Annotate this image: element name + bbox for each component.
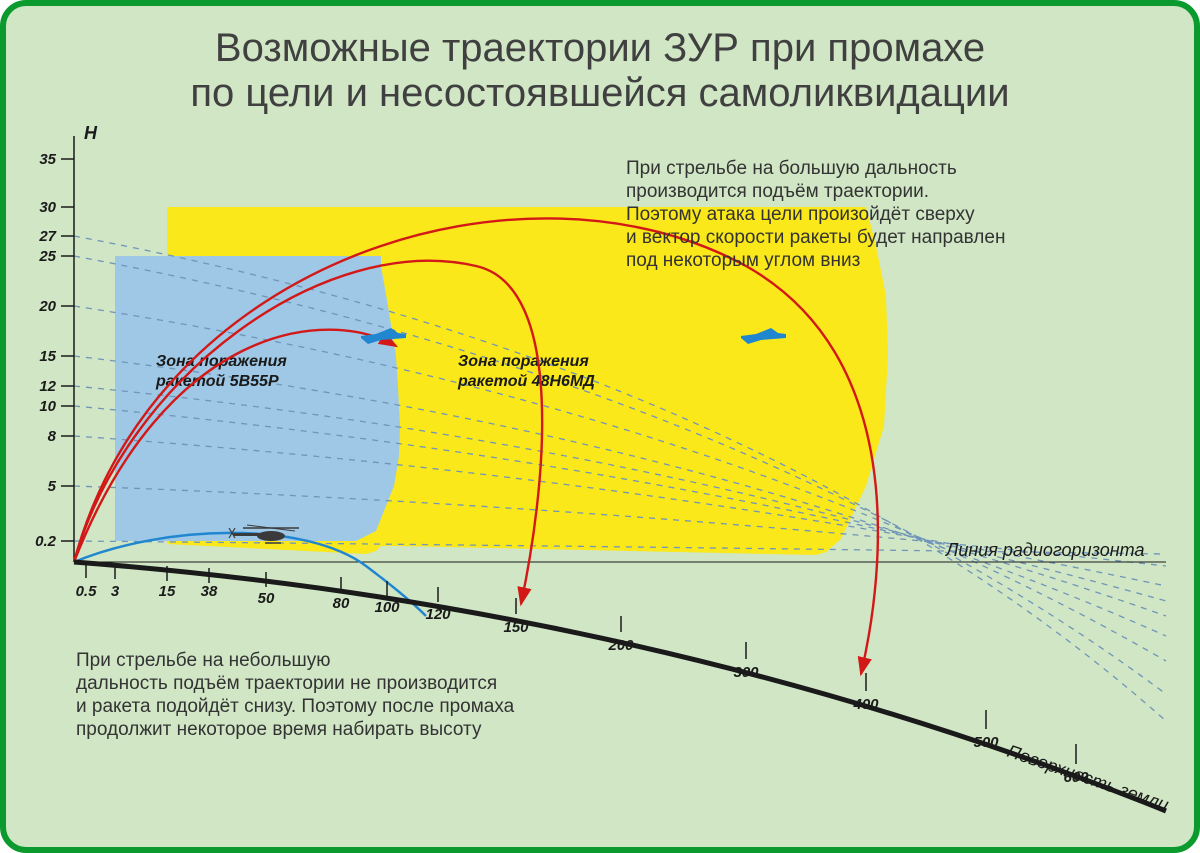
- svg-text:15: 15: [159, 583, 176, 600]
- svg-text:150: 150: [503, 619, 529, 636]
- svg-text:При стрельбе на небольшую: При стрельбе на небольшую: [76, 650, 331, 671]
- svg-text:50: 50: [258, 590, 275, 607]
- note-top: При стрельбе на большую дальность произв…: [626, 158, 1005, 271]
- svg-text:продолжит некоторое время наби: продолжит некоторое время набирать высот…: [76, 719, 482, 740]
- svg-text:25: 25: [38, 248, 56, 265]
- zone2-label-1: Зона поражения: [458, 353, 589, 370]
- svg-text:15: 15: [39, 348, 56, 365]
- svg-text:200: 200: [607, 637, 634, 654]
- diagram-frame: Возможные траектории ЗУР при промахе по …: [0, 0, 1200, 853]
- svg-text:5: 5: [48, 478, 57, 495]
- svg-text:Поэтому атака цели произойдёт: Поэтому атака цели произойдёт сверху: [626, 204, 975, 225]
- note-bottom: При стрельбе на небольшую дальность подъ…: [76, 650, 515, 740]
- svg-text:500: 500: [973, 734, 999, 751]
- svg-text:10: 10: [39, 398, 56, 415]
- svg-text:30: 30: [39, 199, 56, 216]
- y-axis-label: H: [84, 123, 98, 143]
- zone2-label-2: ракетой 48Н6МД: [457, 373, 595, 390]
- svg-text:12: 12: [39, 378, 56, 395]
- svg-text:под некоторым углом вниз: под некоторым углом вниз: [626, 250, 860, 271]
- svg-text:и вектор скорости ракеты будет: и вектор скорости ракеты будет направлен: [626, 227, 1005, 248]
- svg-text:0.2: 0.2: [35, 533, 57, 550]
- svg-text:400: 400: [852, 696, 879, 713]
- svg-text:80: 80: [333, 595, 350, 612]
- svg-text:300: 300: [733, 664, 759, 681]
- svg-text:0.5: 0.5: [76, 583, 98, 600]
- title-line2: по цели и несостоявшейся самоликвидации: [190, 71, 1009, 115]
- y-ticks: 35 30 27 25 20 15 12 10 8 5 0.2: [35, 151, 74, 550]
- svg-text:20: 20: [38, 298, 56, 315]
- svg-text:и ракета подойдёт снизу. Поэто: и ракета подойдёт снизу. Поэтому после п…: [76, 696, 515, 717]
- radio-horizon-label: Линия радиогоризонта: [945, 540, 1144, 560]
- svg-text:27: 27: [38, 228, 56, 245]
- title-line1: Возможные траектории ЗУР при промахе: [215, 26, 985, 70]
- svg-text:120: 120: [425, 606, 451, 623]
- svg-text:3: 3: [111, 583, 120, 600]
- svg-text:38: 38: [201, 583, 218, 600]
- svg-text:35: 35: [39, 151, 56, 168]
- svg-text:производится подъём траектории: производится подъём траектории.: [626, 181, 929, 202]
- svg-text:100: 100: [374, 599, 400, 616]
- earth-surface-label: Поверхность земли: [1005, 741, 1172, 815]
- svg-text:дальность подъём траектории не: дальность подъём траектории не производи…: [76, 673, 497, 694]
- diagram-svg: Возможные траектории ЗУР при промахе по …: [6, 6, 1194, 847]
- svg-text:8: 8: [48, 428, 57, 445]
- svg-text:При стрельбе на большую дально: При стрельбе на большую дальность: [626, 158, 957, 179]
